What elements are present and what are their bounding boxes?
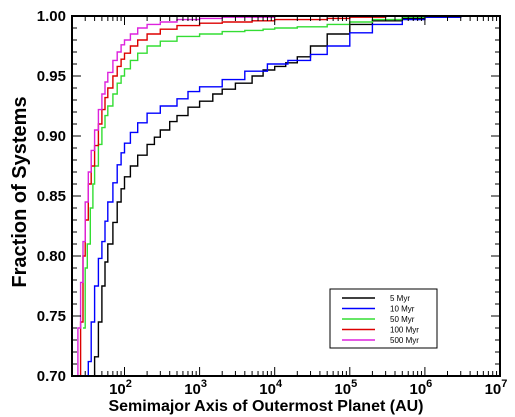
- y-axis-title: Fraction of Systems: [9, 96, 31, 287]
- y-tick-label: 0.70: [37, 368, 66, 385]
- y-tick-label: 1.00: [37, 8, 66, 25]
- legend-label: 500 Myr: [390, 336, 419, 345]
- series-line-10-myr: [85, 16, 500, 376]
- x-tick-label: 102: [109, 378, 132, 398]
- series-line-50-myr: [83, 16, 500, 329]
- ticks-layer: [71, 15, 501, 377]
- series-layer: [75, 16, 500, 376]
- x-axis-title: Semimajor Axis of Outermost Planet (AU): [108, 398, 423, 415]
- y-tick-label: 0.80: [37, 248, 66, 265]
- series-line-500-myr: [75, 16, 500, 376]
- legend-label: 5 Myr: [390, 294, 410, 303]
- x-tick-label: 103: [184, 378, 207, 398]
- legend-label: 10 Myr: [390, 305, 415, 314]
- y-tick-label: 0.85: [37, 188, 66, 205]
- x-tick-label: 106: [409, 378, 432, 398]
- y-tick-label: 0.95: [37, 68, 66, 85]
- y-tick-label: 0.75: [37, 308, 66, 325]
- x-tick-label: 107: [485, 378, 508, 398]
- y-tick-label: 0.90: [37, 128, 66, 145]
- labels-layer: 102 103 104 105 106 107 0.70 0.75 0.80 0.85 0.90 0.…: [37, 8, 508, 398]
- legend-label: 100 Myr: [390, 326, 419, 335]
- x-tick-label: 104: [259, 378, 283, 398]
- legend-label: 50 Myr: [390, 315, 415, 324]
- series-line-5-myr: [92, 16, 500, 376]
- x-tick-label: 105: [334, 378, 357, 398]
